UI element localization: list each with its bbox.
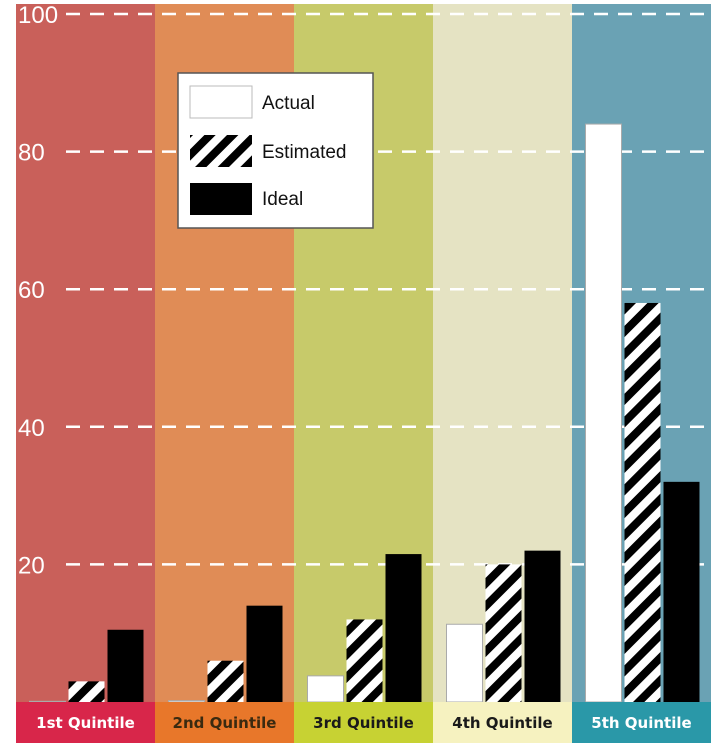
category-label-4: 4th Quintile bbox=[452, 714, 552, 732]
category-label-1: 1st Quintile bbox=[36, 714, 135, 732]
bar-estimated-1 bbox=[68, 681, 105, 702]
bar-estimated-2 bbox=[207, 660, 244, 702]
legend-swatch-ideal bbox=[190, 183, 252, 215]
category-strip-3 bbox=[294, 702, 433, 743]
bar-ideal-5 bbox=[663, 481, 700, 702]
y-tick-label-40: 40 bbox=[18, 415, 45, 442]
category-strip-5 bbox=[572, 702, 711, 743]
category-label-2: 2nd Quintile bbox=[173, 714, 277, 732]
category-strip-2 bbox=[155, 702, 294, 743]
y-tick-label-100: 100 bbox=[18, 2, 58, 29]
legend-label-ideal: Ideal bbox=[262, 189, 303, 210]
bar-estimated-5 bbox=[624, 302, 661, 702]
y-tick-label-80: 80 bbox=[18, 140, 45, 167]
bar-actual-5 bbox=[585, 123, 622, 703]
legend: Actual Estimated Ideal bbox=[177, 72, 374, 229]
category-strip-4 bbox=[433, 702, 572, 743]
bar-actual-4 bbox=[446, 623, 483, 703]
bar-ideal-3 bbox=[385, 554, 422, 702]
bar-ideal-1 bbox=[107, 629, 144, 702]
y-tick-label-60: 60 bbox=[18, 277, 45, 304]
category-background-1 bbox=[16, 4, 155, 702]
bar-actual-2 bbox=[168, 700, 205, 703]
legend-swatch-estimated bbox=[190, 135, 252, 167]
y-tick-label-20: 20 bbox=[18, 552, 45, 579]
bar-actual-1 bbox=[29, 700, 66, 703]
legend-swatch-actual bbox=[189, 85, 253, 119]
category-strip-1 bbox=[16, 702, 155, 743]
category-label-strips: 1st Quintile 2nd Quintile 3rd Quintile 4th … bbox=[16, 702, 711, 743]
bar-ideal-4 bbox=[524, 550, 561, 702]
bar-actual-3 bbox=[307, 675, 344, 703]
category-label-5: 5th Quintile bbox=[591, 714, 691, 732]
bar-estimated-3 bbox=[346, 619, 383, 702]
bar-estimated-4 bbox=[485, 564, 522, 702]
bar-ideal-2 bbox=[246, 605, 283, 702]
y-tick-labels: 20 40 60 80 100 bbox=[18, 2, 58, 579]
legend-label-actual: Actual bbox=[262, 93, 315, 114]
category-label-3: 3rd Quintile bbox=[313, 714, 414, 732]
bars bbox=[29, 123, 700, 703]
legend-label-estimated: Estimated bbox=[262, 142, 346, 163]
